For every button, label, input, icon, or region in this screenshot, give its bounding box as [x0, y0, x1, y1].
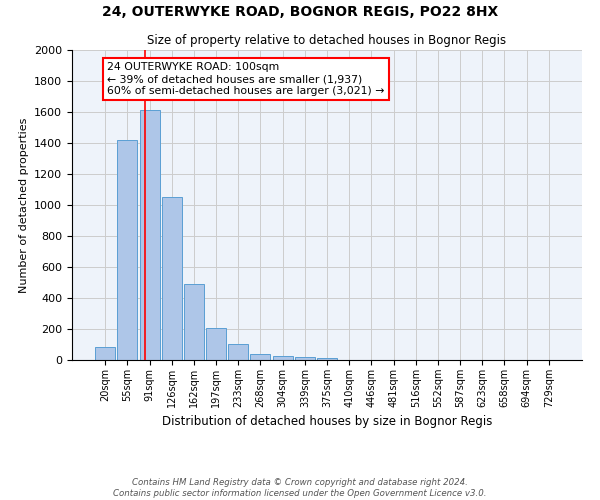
Bar [95, 347, 115, 360]
Bar [250, 354, 271, 360]
Bar [206, 328, 226, 360]
Bar [162, 197, 182, 360]
Text: 24, OUTERWYKE ROAD, BOGNOR REGIS, PO22 8HX: 24, OUTERWYKE ROAD, BOGNOR REGIS, PO22 8… [102, 5, 498, 19]
Bar [272, 356, 293, 360]
Text: 24 OUTERWYKE ROAD: 100sqm
← 39% of detached houses are smaller (1,937)
60% of se: 24 OUTERWYKE ROAD: 100sqm ← 39% of detac… [107, 62, 385, 96]
Title: Size of property relative to detached houses in Bognor Regis: Size of property relative to detached ho… [148, 34, 506, 48]
Bar [118, 140, 137, 360]
Y-axis label: Number of detached properties: Number of detached properties [19, 118, 29, 292]
Bar [184, 284, 204, 360]
Text: Contains HM Land Registry data © Crown copyright and database right 2024.
Contai: Contains HM Land Registry data © Crown c… [113, 478, 487, 498]
Bar [140, 110, 160, 360]
Bar [228, 344, 248, 360]
Bar [317, 358, 337, 360]
X-axis label: Distribution of detached houses by size in Bognor Regis: Distribution of detached houses by size … [162, 416, 492, 428]
Bar [295, 357, 315, 360]
